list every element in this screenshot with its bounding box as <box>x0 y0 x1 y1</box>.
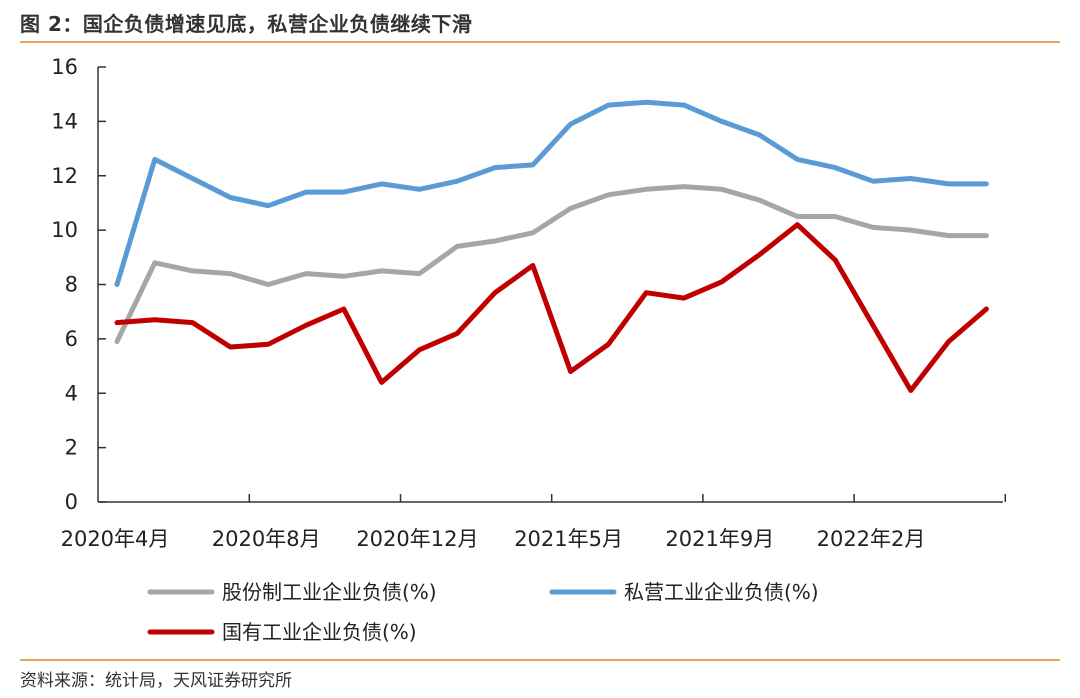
footer-divider <box>20 659 1060 661</box>
source-note: 资料来源：统计局，天风证券研究所 <box>20 671 292 691</box>
y-tick-label: 8 <box>65 273 78 297</box>
y-tick-label: 16 <box>51 55 78 79</box>
x-tick-label: 2021年9月 <box>665 527 774 551</box>
x-tick-label: 2022年2月 <box>817 527 926 551</box>
x-tick-label: 2020年4月 <box>61 527 170 551</box>
x-tick-label: 2021年5月 <box>514 527 623 551</box>
y-tick-label: 2 <box>65 436 78 460</box>
x-tick-label: 2020年8月 <box>212 527 321 551</box>
header-divider <box>20 41 1060 43</box>
chart-title: 图 2：国企负债增速见底，私营企业负债继续下滑 <box>20 12 473 36</box>
y-tick-label: 14 <box>51 109 78 133</box>
series-line-2 <box>114 99 989 287</box>
y-tick-label: 10 <box>51 218 78 242</box>
legend-label-1: 股份制工业企业负债(%) <box>222 580 437 604</box>
y-tick-label: 12 <box>51 164 78 188</box>
x-tick-label: 2020年12月 <box>356 527 478 551</box>
legend-label-3: 国有工业企业负债(%) <box>222 620 417 644</box>
series-line-3 <box>114 222 989 393</box>
y-tick-label: 6 <box>65 327 78 351</box>
y-tick-label: 0 <box>65 490 78 514</box>
series-line-1 <box>114 184 989 345</box>
y-tick-label: 4 <box>65 381 78 405</box>
legend-label-2: 私营工业企业负债(%) <box>624 580 819 604</box>
